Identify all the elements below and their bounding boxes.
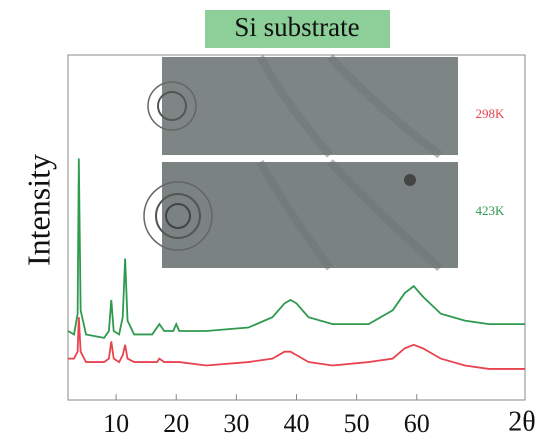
chart-title: Si substrate — [234, 12, 359, 42]
legend-label: 298K — [476, 106, 506, 121]
y-axis-label: Intensity — [20, 154, 56, 266]
x-tick-label: 20 — [163, 409, 189, 438]
x-tick-label: 30 — [223, 409, 249, 438]
legend-label: 423K — [476, 203, 506, 218]
x-tick-label: 10 — [103, 409, 129, 438]
data-line — [68, 317, 525, 370]
x-tick-label: 50 — [344, 409, 370, 438]
inset-image — [147, 54, 458, 159]
title-box — [205, 10, 390, 48]
inset-image — [143, 159, 458, 271]
x-tick-label: 40 — [284, 409, 310, 438]
x-axis-label: 2θ — [508, 406, 535, 437]
x-tick-label: 60 — [404, 409, 430, 438]
data-line — [67, 158, 525, 339]
